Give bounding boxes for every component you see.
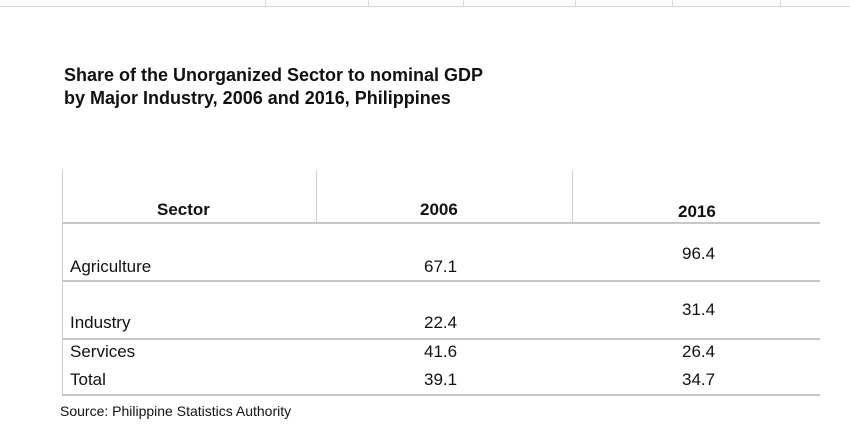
- row-value-2006: 39.1: [424, 370, 458, 389]
- row-value-2006: 22.4: [424, 313, 458, 332]
- row-sector: Industry: [70, 313, 131, 332]
- row-value-2016: 34.7: [682, 370, 716, 389]
- row-value-2006: 67.1: [424, 257, 458, 276]
- header-sector: Sector: [157, 200, 210, 219]
- row-sector: Total: [70, 370, 106, 389]
- source-note: Source: Philippine Statistics Authority: [60, 403, 292, 419]
- page-title: Share of the Unorganized Sector to nomin…: [64, 64, 483, 110]
- row-value-2016: 26.4: [682, 342, 716, 361]
- data-table: Sector 2006 2016 Agriculture 67.1 96.4 I…: [62, 170, 820, 396]
- row-sector: Agriculture: [70, 257, 152, 276]
- header-2006: 2006: [420, 200, 458, 219]
- row-value-2006: 41.6: [424, 342, 458, 361]
- row-sector: Services: [70, 342, 136, 361]
- top-divider: [0, 0, 850, 7]
- header-2016: 2016: [678, 202, 716, 221]
- row-value-2016: 96.4: [682, 244, 716, 263]
- row-value-2016: 31.4: [682, 300, 716, 319]
- title-line-1: Share of the Unorganized Sector to nomin…: [64, 65, 484, 85]
- title-line-2: by Major Industry, 2006 and 2016, Philip…: [64, 88, 451, 108]
